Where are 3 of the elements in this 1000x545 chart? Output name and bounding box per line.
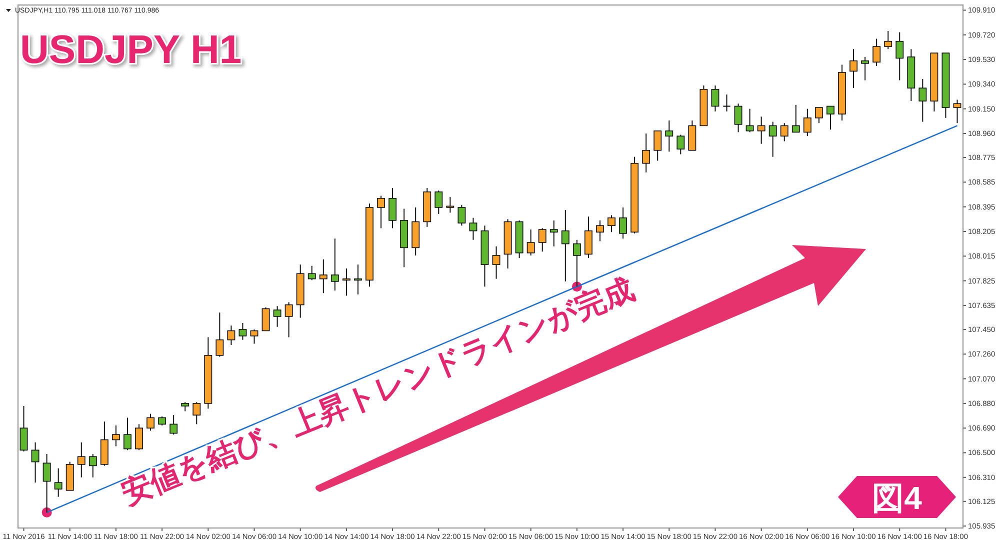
text: USDJPY H1: [20, 28, 242, 72]
annotation: 安値を結び、上昇トレンドラインが完成: [116, 272, 639, 512]
annotation: 図4: [872, 480, 922, 516]
